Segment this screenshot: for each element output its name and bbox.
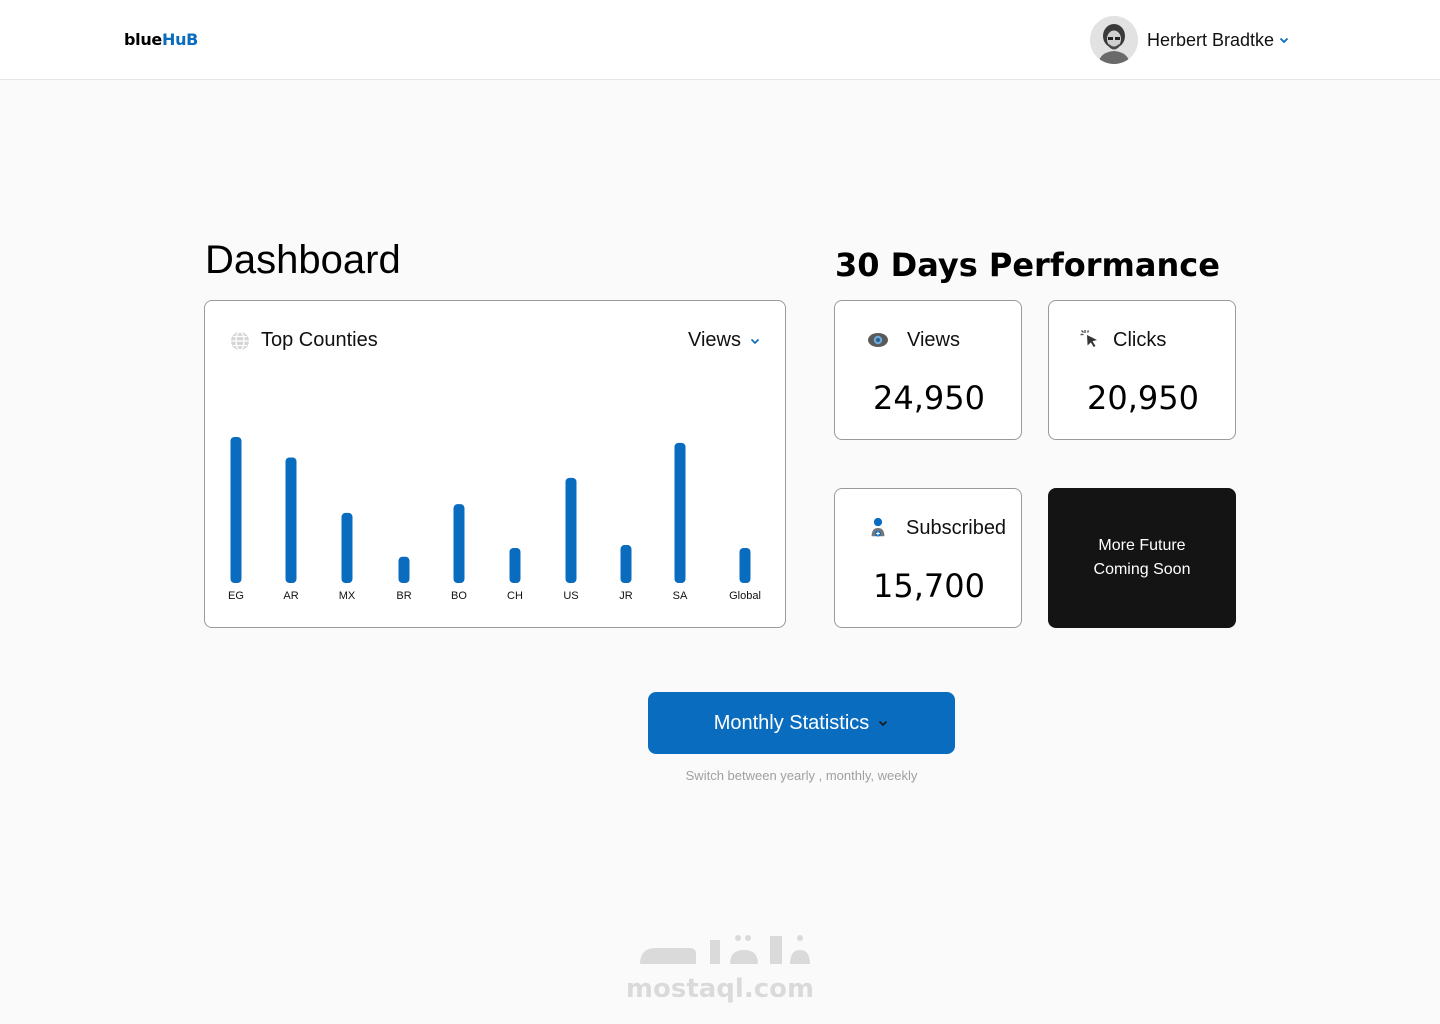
monthly-statistics-button[interactable]: Monthly Statistics (648, 692, 955, 754)
globe-icon (231, 330, 249, 351)
user-add-icon (871, 517, 885, 537)
bar-bo[interactable] (453, 504, 465, 583)
subscribed-card[interactable]: Subscribed 15,700 (834, 488, 1022, 628)
user-menu[interactable]: Herbert Bradtke (1090, 16, 1290, 64)
bar-ar[interactable] (285, 457, 297, 583)
watermark: mostaql.com (620, 920, 820, 1010)
coming-soon-card: More Future Coming Soon (1048, 488, 1236, 628)
metric-dropdown[interactable]: Views (688, 329, 761, 352)
clicks-label: Clicks (1113, 329, 1167, 351)
bar-br[interactable] (398, 556, 410, 583)
tick-label-bo: BO (451, 590, 467, 602)
tick-label-ch: CH (507, 590, 523, 602)
avatar (1090, 16, 1138, 64)
subscribed-label: Subscribed (906, 517, 1007, 539)
tick-label-us: US (563, 590, 578, 602)
logo[interactable]: blueHuB (124, 30, 198, 49)
chevron-down-icon (1279, 37, 1289, 44)
top-countries-chart: EG AR MX BR BO CH US JR SA Global (228, 437, 761, 602)
period-hint: Switch between yearly , monthly, weekly (685, 768, 918, 783)
coming-soon-text: More Future Coming Soon (1093, 537, 1191, 578)
bar-global[interactable] (739, 547, 751, 583)
logo-text-hub: HuB (161, 30, 199, 49)
clicks-card[interactable]: Clicks 20,950 (1048, 300, 1236, 440)
bar-sa[interactable] (674, 442, 686, 583)
views-value: 24,950 (873, 379, 985, 417)
tick-label-sa: SA (673, 590, 688, 602)
tick-label-ar: AR (283, 590, 298, 602)
views-card[interactable]: Views 24,950 (834, 300, 1022, 440)
top-countries-card: EG AR MX BR BO CH US JR SA Global Top Counties Vi… (204, 300, 786, 628)
tick-label-eg: EG (228, 590, 244, 602)
cursor-click-icon (1080, 330, 1097, 347)
views-label: Views (907, 329, 960, 351)
bar-ch[interactable] (509, 547, 521, 583)
bar-jr[interactable] (620, 545, 632, 583)
watermark-logo (640, 935, 810, 964)
card-header: Top Counties (230, 329, 378, 352)
bar-mx[interactable] (341, 512, 353, 583)
subscribed-value: 15,700 (873, 567, 985, 605)
tick-label-br: BR (396, 590, 411, 602)
bar-eg[interactable] (230, 437, 242, 583)
page-title: Dashboard (205, 238, 401, 282)
eye-icon (868, 333, 888, 347)
bar-us[interactable] (565, 477, 577, 583)
user-name: Herbert Bradtke (1147, 29, 1275, 50)
tick-label-mx: MX (339, 590, 356, 602)
watermark-text: mostaql.com (625, 974, 815, 1004)
chevron-down-icon (750, 338, 760, 344)
metric-dropdown-value: Views (688, 329, 741, 351)
logo-text-blue: blue (124, 30, 162, 49)
top-bar: blueHuB Herbert Bradtke (0, 0, 1440, 80)
card-title: Top Counties (261, 329, 378, 351)
chevron-down-icon (879, 720, 888, 727)
tick-label-global: Global (729, 590, 761, 602)
clicks-value: 20,950 (1087, 379, 1199, 417)
performance-title: 30 Days Performance (835, 246, 1220, 284)
monthly-statistics-label: Monthly Statistics (713, 711, 870, 734)
tick-label-jr: JR (619, 590, 633, 602)
